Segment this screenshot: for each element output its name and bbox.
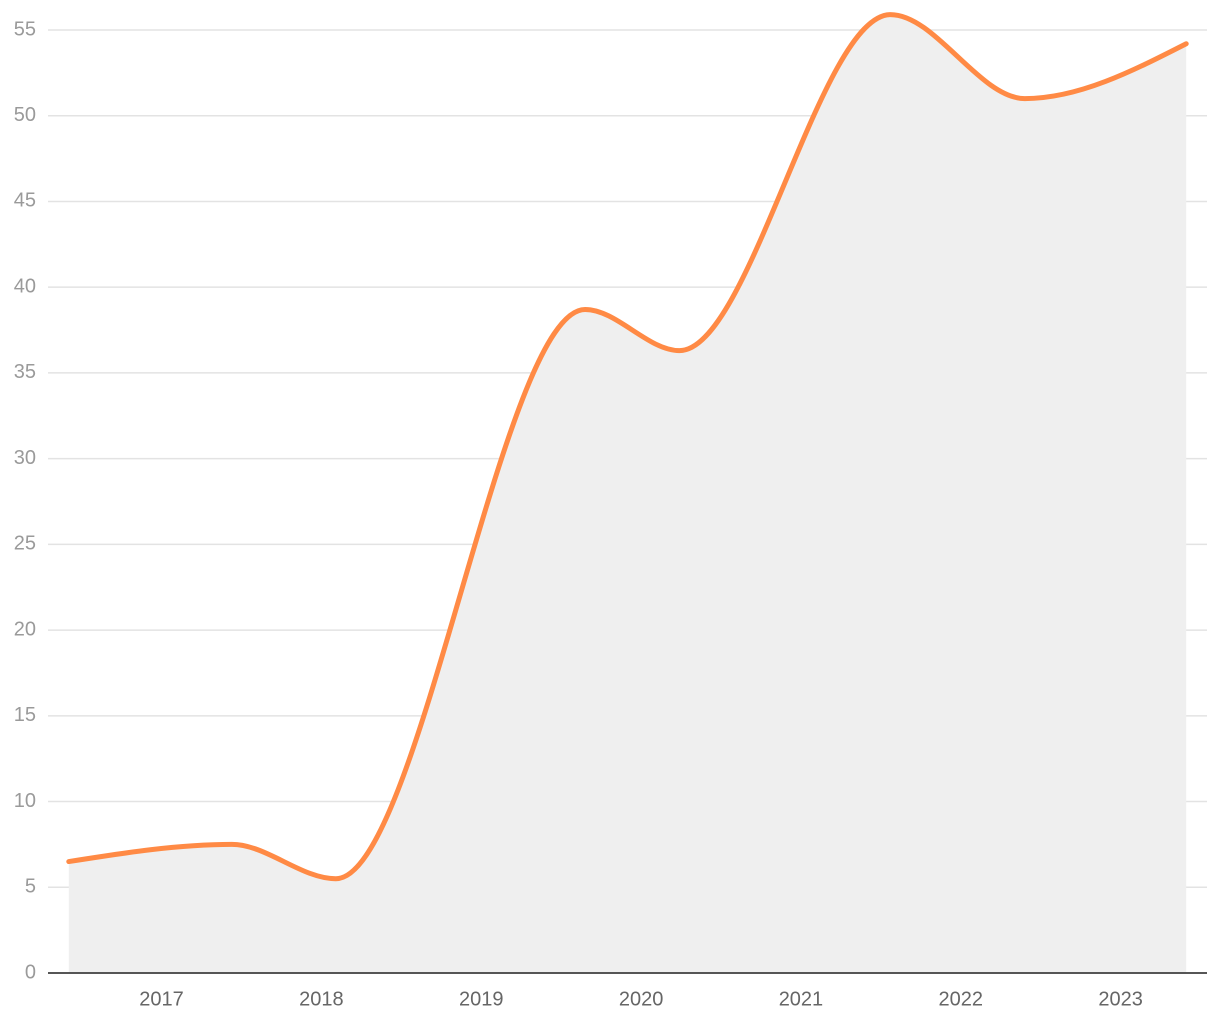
x-tick-label: 2018 (299, 988, 344, 1010)
y-tick-label: 5 (25, 876, 36, 898)
x-tick-label: 2022 (939, 988, 984, 1010)
x-tick-label: 2017 (139, 988, 184, 1010)
x-tick-label: 2020 (619, 988, 664, 1010)
line (66, 12, 1189, 882)
y-tick-label: 20 (14, 618, 36, 640)
y-tick-label: 30 (14, 447, 36, 469)
x-tick-label: 2019 (459, 988, 504, 1010)
y-tick-label: 35 (14, 361, 36, 383)
y-tick-label: 45 (14, 190, 36, 212)
y-tick-label: 10 (14, 790, 36, 812)
area (68, 14, 1187, 973)
y-tick-label: 25 (14, 533, 36, 555)
y-tick-label: 55 (14, 18, 36, 40)
y-tick-label: 15 (14, 704, 36, 726)
y-tick-label: 0 (25, 961, 36, 983)
x-tick-label: 2023 (1098, 988, 1143, 1010)
x-tick-label: 2021 (779, 988, 824, 1010)
y-tick-label: 40 (14, 275, 36, 297)
y-tick-label: 50 (14, 104, 36, 126)
